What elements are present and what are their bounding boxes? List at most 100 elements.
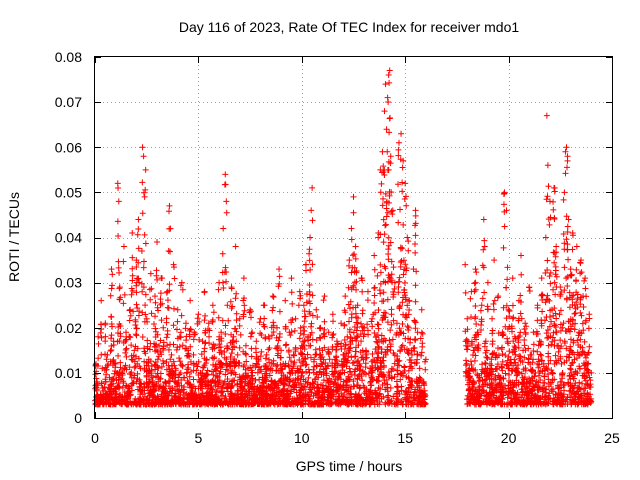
data-point [260,302,267,309]
data-point [405,247,412,254]
data-point [559,324,566,331]
data-point [470,378,477,385]
data-point [492,376,499,383]
data-point [503,284,510,291]
data-point [380,289,387,296]
data-point [270,293,277,300]
data-point [513,398,520,405]
data-point [538,357,545,364]
data-point [192,397,199,404]
data-point [273,334,280,341]
data-point [397,263,404,270]
data-point [306,250,313,257]
data-point [470,385,477,392]
data-point [156,376,163,383]
data-point [564,241,571,248]
data-point [495,352,502,359]
data-point [504,362,511,369]
data-point [526,376,533,383]
data-point [224,343,231,350]
data-point [238,391,245,398]
data-point [471,288,478,295]
data-point [323,399,330,406]
data-point [394,367,401,374]
data-point [135,216,142,223]
data-point [497,388,504,395]
data-point [128,381,135,388]
data-point [561,338,568,345]
data-point [224,302,231,309]
data-point [576,395,583,402]
data-point [377,189,384,196]
data-point [224,367,231,374]
data-point [175,374,182,381]
data-point [190,360,197,367]
data-point [128,374,135,381]
data-point [379,382,386,389]
data-point [127,312,134,319]
data-point [383,205,390,212]
data-point [484,355,491,362]
data-point [270,387,277,394]
data-point [398,130,405,137]
data-point [545,353,552,360]
data-point [98,297,105,304]
data-point [108,285,115,292]
data-point [136,386,143,393]
data-point [228,370,235,377]
data-point [356,394,363,401]
data-point [353,334,360,341]
data-point [282,377,289,384]
data-point [400,330,407,337]
data-point [585,325,592,332]
data-point [178,312,185,319]
data-point [515,361,522,368]
data-point [118,375,125,382]
data-point [334,340,341,347]
data-point [472,286,479,293]
data-point [466,379,473,386]
data-point [578,294,585,301]
data-point [560,231,567,238]
data-point [352,255,359,262]
data-point [367,387,374,394]
data-point [142,166,149,173]
data-point [206,392,213,399]
data-point [388,208,395,215]
data-point [297,324,304,331]
data-point [402,193,409,200]
data-point [148,310,155,317]
data-point [317,354,324,361]
data-point [301,346,308,353]
data-point [285,362,292,369]
data-point [231,325,238,332]
data-point [215,383,222,390]
data-point [296,288,303,295]
data-point [561,189,568,196]
data-point [486,389,493,396]
data-point [545,371,552,378]
data-point [569,301,576,308]
data-point [472,332,479,339]
data-point [329,399,336,406]
data-point [339,361,346,368]
data-point [380,195,387,202]
data-point [408,351,415,358]
data-point [173,383,180,390]
data-point [551,185,558,192]
data-point [509,315,516,322]
data-point [136,395,143,402]
data-point [281,385,288,392]
data-point [573,289,580,296]
data-point [406,307,413,314]
data-point [473,331,480,338]
data-point [135,245,142,252]
data-point [150,321,157,328]
data-point [362,355,369,362]
data-point [535,342,542,349]
data-point [164,327,171,334]
data-point [273,324,280,331]
data-point [530,400,537,407]
data-point [250,396,257,403]
data-point [163,366,170,373]
